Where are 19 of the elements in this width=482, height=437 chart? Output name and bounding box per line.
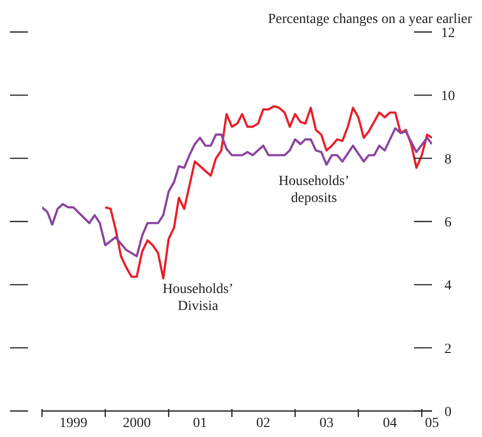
x-tick-label: 04 — [382, 416, 397, 431]
y-tick-label: 4 — [444, 278, 452, 294]
series-label: Households’ Divisia — [162, 282, 234, 314]
x-tick-label: 03 — [319, 416, 334, 431]
x-tick-label: 2000 — [122, 416, 151, 431]
x-tick-label: 05 — [425, 416, 439, 431]
x-tick-label: 1999 — [59, 416, 88, 431]
series-label: Households’ deposits — [278, 174, 350, 206]
y-tick-label: 8 — [444, 152, 452, 168]
line-series — [104, 105, 432, 280]
y-tick-label: 6 — [444, 216, 452, 230]
y-axis-title: Percentage changes on a year earlier — [268, 12, 472, 27]
x-tick-label: 02 — [256, 416, 270, 431]
x-tick-label: 01 — [193, 416, 208, 431]
y-tick-label: 12 — [441, 26, 455, 41]
line-series — [42, 127, 432, 258]
y-tick-label: 0 — [444, 405, 452, 420]
y-tick-label: 2 — [444, 342, 452, 357]
y-tick-label: 10 — [441, 89, 455, 104]
